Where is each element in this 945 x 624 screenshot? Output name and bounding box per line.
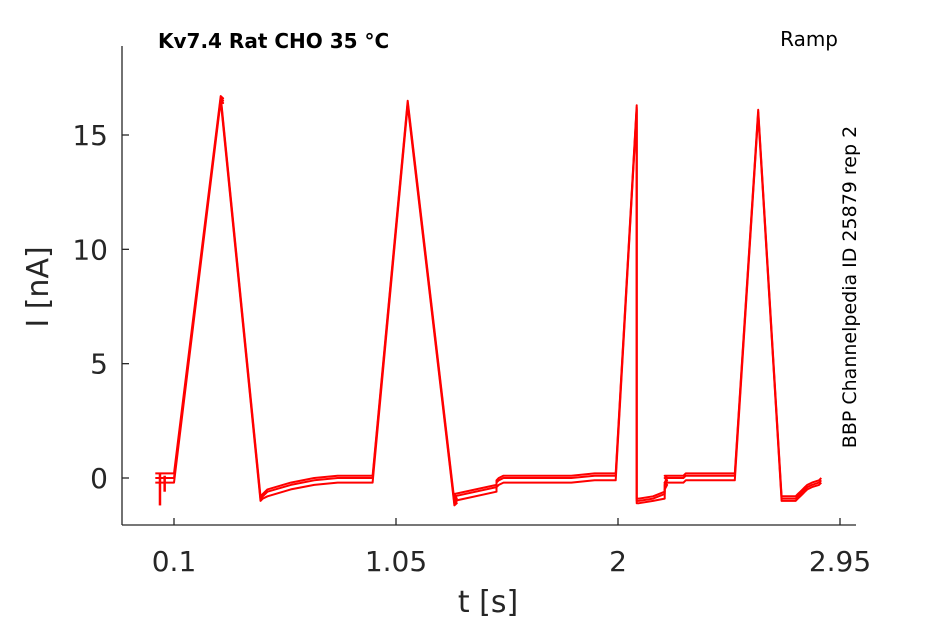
y-tick-label: 15 — [72, 119, 108, 152]
y-tick-label: 10 — [72, 233, 108, 266]
current-trace-2 — [155, 97, 823, 505]
protocol-label: Ramp — [780, 27, 838, 51]
current-trace-3 — [155, 99, 823, 507]
chart-title: Kv7.4 Rat CHO 35 °C — [158, 29, 389, 53]
x-tick-label: 1.05 — [365, 545, 427, 578]
x-axis-title: t [s] — [458, 585, 518, 620]
x-tick-label: 2 — [609, 545, 627, 578]
x-tick-label: 0.1 — [152, 545, 197, 578]
y-tick-label: 0 — [90, 462, 108, 495]
ticks: 0.1 1.05 2 2.95 0 5 10 15 — [72, 119, 871, 578]
plot-area — [155, 95, 823, 507]
y-axis-title: I [nA] — [21, 246, 56, 327]
x-tick-label: 2.95 — [809, 545, 871, 578]
current-trace-1 — [155, 95, 823, 502]
y-tick-label: 5 — [90, 348, 108, 381]
chart-title-group: Kv7.4 Rat CHO 35 °C Ramp — [158, 27, 838, 53]
axes — [121, 46, 856, 526]
channelpedia-id-label: BBP Channelpedia ID 25879 rep 2 — [839, 126, 861, 448]
